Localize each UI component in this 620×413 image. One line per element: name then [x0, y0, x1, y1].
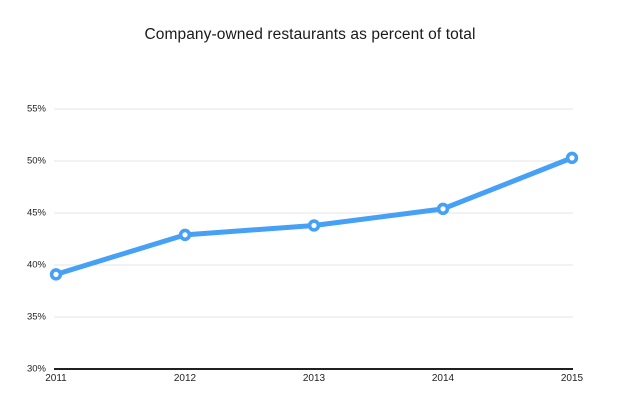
x-tick-label: 2015: [561, 373, 584, 384]
y-tick-label: 55%: [27, 104, 47, 115]
data-point-marker: [565, 151, 579, 165]
data-line: [53, 155, 575, 277]
data-point-marker: [307, 219, 321, 232]
chart-title: Company-owned restaurants as percent of …: [144, 26, 476, 43]
y-tick-label: 45%: [27, 208, 47, 219]
x-tick-label: 2011: [45, 373, 67, 384]
data-point-marker: [436, 202, 450, 216]
y-tick-label: 40%: [27, 260, 47, 271]
x-tick-label: 2014: [432, 373, 455, 384]
y-tick-label: 35%: [27, 312, 47, 323]
y-tick-label: 50%: [27, 156, 47, 167]
x-tick-label: 2012: [174, 373, 197, 384]
x-tick-label: 2013: [303, 373, 326, 384]
y-tick-label: 30%: [27, 364, 47, 375]
data-point-marker: [178, 228, 192, 242]
data-point-marker: [49, 268, 63, 281]
